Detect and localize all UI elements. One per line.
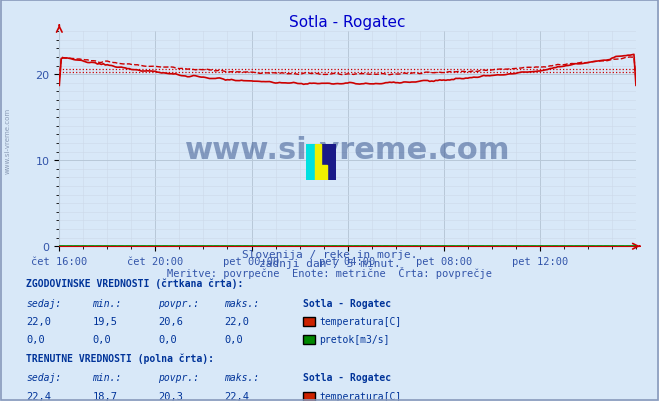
Text: ZGODOVINSKE VREDNOSTI (črtkana črta):: ZGODOVINSKE VREDNOSTI (črtkana črta): — [26, 278, 244, 289]
Text: pretok[m3/s]: pretok[m3/s] — [319, 334, 389, 344]
Text: 0,0: 0,0 — [92, 334, 111, 344]
Text: 20,3: 20,3 — [158, 391, 183, 401]
Text: min.:: min.: — [92, 298, 122, 308]
Bar — [306, 144, 322, 180]
Text: maks.:: maks.: — [224, 373, 259, 383]
Text: Meritve: povrpečne  Enote: metrične  Črta: povprečje: Meritve: povrpečne Enote: metrične Črta:… — [167, 266, 492, 278]
Text: TRENUTNE VREDNOSTI (polna črta):: TRENUTNE VREDNOSTI (polna črta): — [26, 353, 214, 363]
Title: Sotla - Rogatec: Sotla - Rogatec — [289, 14, 406, 30]
Text: 22,4: 22,4 — [26, 391, 51, 401]
Text: zadnji dan / 5 minut.: zadnji dan / 5 minut. — [258, 259, 401, 269]
Text: Sotla - Rogatec: Sotla - Rogatec — [303, 298, 391, 308]
Text: 19,5: 19,5 — [92, 316, 117, 326]
Text: sedaj:: sedaj: — [26, 373, 61, 383]
Text: www.si-vreme.com: www.si-vreme.com — [185, 136, 510, 164]
Text: 18,7: 18,7 — [92, 391, 117, 401]
Text: min.:: min.: — [92, 373, 122, 383]
Text: maks.:: maks.: — [224, 298, 259, 308]
Polygon shape — [316, 166, 328, 180]
Text: www.si-vreme.com: www.si-vreme.com — [5, 107, 11, 173]
Text: povpr.:: povpr.: — [158, 298, 199, 308]
Text: 0,0: 0,0 — [158, 334, 177, 344]
Text: povpr.:: povpr.: — [158, 373, 199, 383]
Text: 22,0: 22,0 — [26, 316, 51, 326]
Text: 0,0: 0,0 — [224, 334, 243, 344]
Text: Sotla - Rogatec: Sotla - Rogatec — [303, 373, 391, 383]
Text: Slovenija / reke in morje.: Slovenija / reke in morje. — [242, 249, 417, 259]
Bar — [322, 144, 336, 180]
Text: sedaj:: sedaj: — [26, 298, 61, 308]
Text: temperatura[C]: temperatura[C] — [319, 316, 401, 326]
Polygon shape — [316, 144, 322, 166]
Text: 20,6: 20,6 — [158, 316, 183, 326]
Text: 22,0: 22,0 — [224, 316, 249, 326]
Text: temperatura[C]: temperatura[C] — [319, 391, 401, 401]
Text: 0,0: 0,0 — [26, 334, 45, 344]
Text: 22,4: 22,4 — [224, 391, 249, 401]
